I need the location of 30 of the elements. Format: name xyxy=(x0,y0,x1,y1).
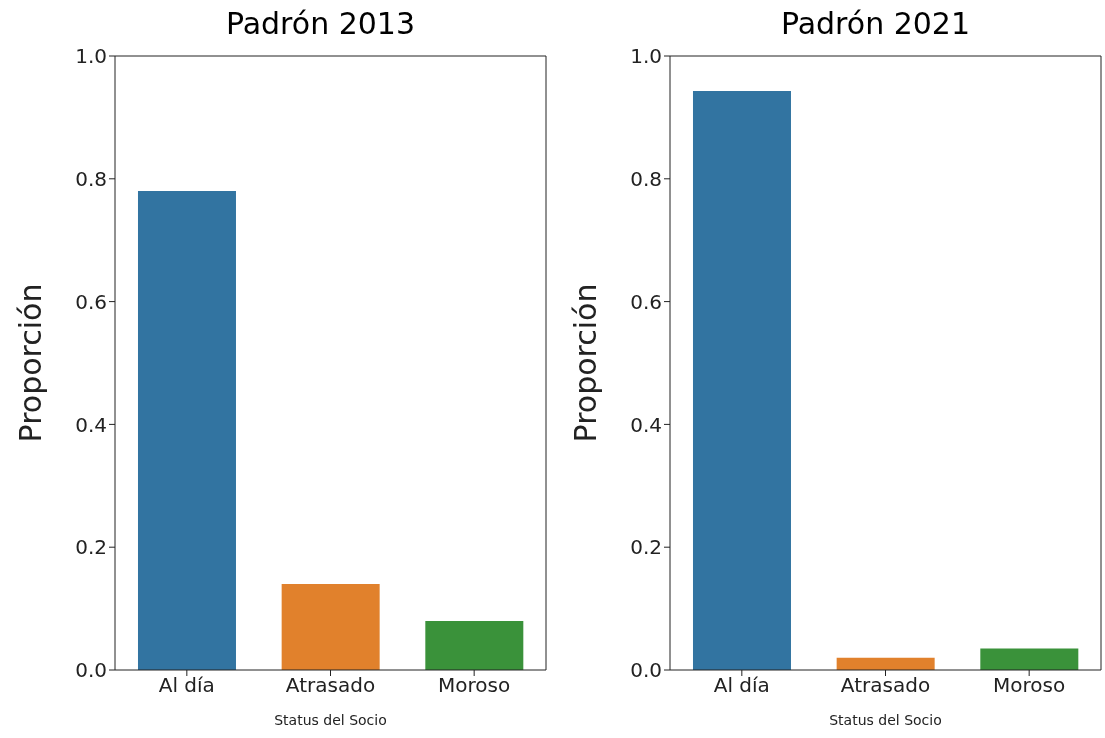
bar xyxy=(692,91,791,670)
bar xyxy=(281,584,380,670)
x-tick-label: Moroso xyxy=(993,673,1066,698)
y-axis-title: Proporción xyxy=(567,283,603,443)
y-tick-label: 1.0 xyxy=(75,44,107,69)
x-axis-title: Status del Socio xyxy=(829,712,942,728)
x-tick-label: Atrasado xyxy=(285,673,376,698)
y-tick-label: 1.0 xyxy=(630,44,662,69)
y-tick-label: 0.8 xyxy=(630,166,662,191)
y-tick-label: 0.0 xyxy=(630,658,662,683)
bar xyxy=(836,657,935,670)
x-tick-label: Al día xyxy=(158,673,215,698)
y-tick-label: 0.2 xyxy=(630,535,662,560)
y-tick-label: 0.2 xyxy=(75,535,107,560)
y-tick-label: 0.4 xyxy=(75,412,107,437)
x-tick-label: Moroso xyxy=(438,673,511,698)
y-tick-label: 0.8 xyxy=(75,166,107,191)
x-tick-label: Atrasado xyxy=(840,673,931,698)
y-tick-label: 0.0 xyxy=(75,658,107,683)
bar xyxy=(425,620,524,670)
y-tick-label: 0.6 xyxy=(630,289,662,314)
y-axis-title: Proporción xyxy=(12,283,48,443)
y-tick-label: 0.6 xyxy=(75,289,107,314)
chart-title: Padrón 2021 xyxy=(779,6,972,41)
bar xyxy=(137,191,236,670)
y-tick-label: 0.4 xyxy=(630,412,662,437)
x-tick-label: Al día xyxy=(713,673,770,698)
x-axis-title: Status del Socio xyxy=(274,712,387,728)
bar xyxy=(980,648,1079,670)
chart-title: Padrón 2013 xyxy=(224,6,417,41)
